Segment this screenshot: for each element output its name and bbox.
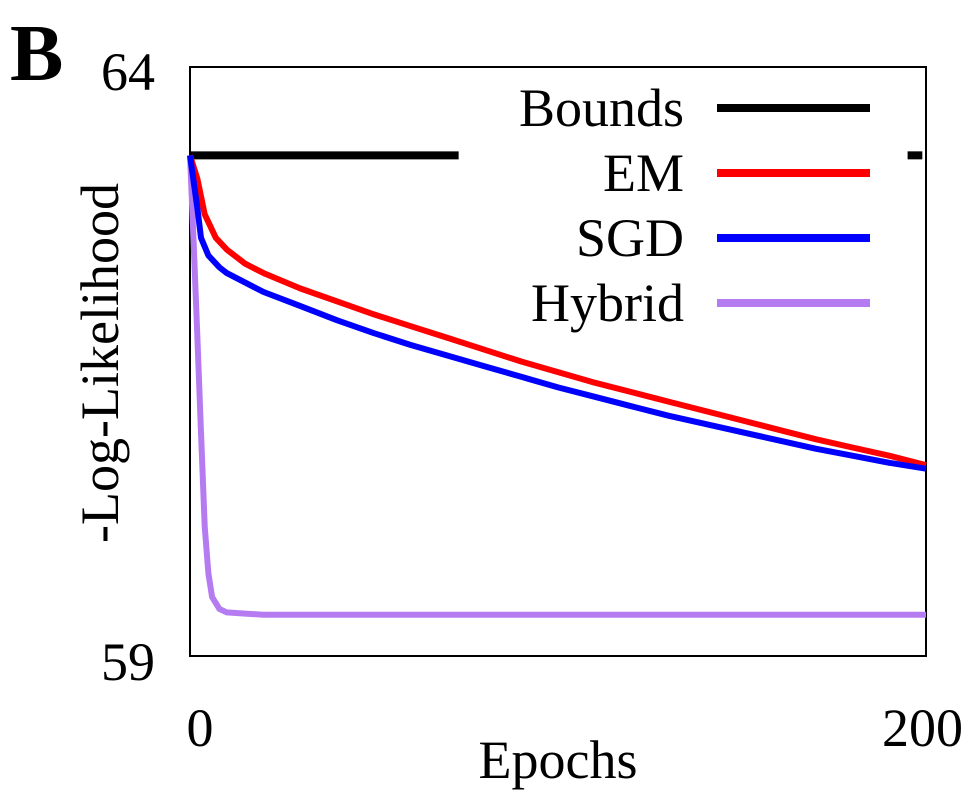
legend-label-em: EM: [603, 143, 684, 203]
y-tick-label-min: 59: [101, 632, 155, 692]
y-axis-title: -Log-Likelihood: [70, 183, 130, 543]
legend-label-sgd: SGD: [576, 208, 684, 268]
series-hybrid-line: [187, 155, 926, 618]
plot-frame: [189, 66, 927, 657]
series-em-line: [187, 154, 927, 469]
x-tick-label-min: 0: [187, 698, 214, 758]
x-tick-label-max: 200: [882, 698, 963, 758]
x-axis-title: Epochs: [479, 730, 638, 790]
legend-label-bounds: Bounds: [519, 78, 684, 138]
legend-label-hybrid: Hybrid: [531, 273, 684, 333]
y-tick-label-max: 64: [101, 42, 155, 102]
panel-label: B: [10, 10, 63, 98]
series-layer: [187, 151, 927, 618]
series-sgd-line: [187, 154, 927, 472]
